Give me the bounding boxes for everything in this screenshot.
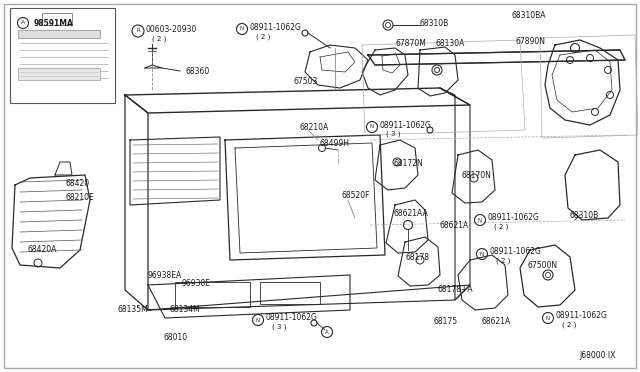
Text: 68172N: 68172N (393, 158, 423, 167)
Text: 68178+A: 68178+A (438, 285, 474, 295)
Bar (260, 282, 320, 304)
Text: N: N (370, 125, 374, 129)
Bar (10, 8, 115, 103)
Text: N: N (478, 218, 482, 222)
Text: N: N (256, 317, 260, 323)
Text: N: N (546, 315, 550, 321)
Text: 08911-1062G: 08911-1062G (380, 121, 432, 129)
Text: 67503: 67503 (294, 77, 318, 87)
Text: 68210E: 68210E (65, 192, 93, 202)
Text: 96938EA: 96938EA (147, 270, 181, 279)
Text: 68499H: 68499H (320, 138, 350, 148)
Text: 68360: 68360 (185, 67, 209, 76)
Text: 68310B: 68310B (569, 211, 598, 219)
Text: ( 2 ): ( 2 ) (152, 36, 166, 42)
Text: ( 3 ): ( 3 ) (272, 324, 287, 330)
Text: 68130A: 68130A (436, 39, 465, 48)
Text: 08911-1062G: 08911-1062G (266, 314, 318, 323)
Bar (42, 13, 72, 25)
Text: 68420: 68420 (65, 179, 89, 187)
Text: 67890N: 67890N (515, 38, 545, 46)
Bar (18, 30, 100, 38)
Text: 68134M: 68134M (170, 305, 201, 314)
Text: 68175: 68175 (434, 317, 458, 326)
Text: 68420A: 68420A (28, 244, 58, 253)
Text: ( 2 ): ( 2 ) (496, 258, 510, 264)
Bar (175, 282, 250, 307)
Text: ( 2 ): ( 2 ) (256, 34, 270, 40)
Text: N: N (240, 26, 244, 32)
Text: 68210A: 68210A (300, 124, 329, 132)
Text: 68621A: 68621A (439, 221, 468, 231)
Text: ( 3 ): ( 3 ) (386, 131, 401, 137)
Text: 68170N: 68170N (462, 170, 492, 180)
Text: J68000 IX: J68000 IX (579, 350, 616, 359)
Text: 96938E: 96938E (182, 279, 211, 289)
Text: 68310BA: 68310BA (512, 12, 547, 20)
Text: A: A (325, 330, 329, 334)
Text: ( 2 ): ( 2 ) (562, 322, 577, 328)
Text: 68178: 68178 (406, 253, 430, 263)
Text: 68621AA: 68621AA (394, 208, 429, 218)
Text: 08911-1062G: 08911-1062G (250, 22, 302, 32)
Text: N: N (480, 251, 484, 257)
Text: 67500N: 67500N (527, 262, 557, 270)
Text: R: R (136, 29, 140, 33)
Text: 67870M: 67870M (396, 39, 427, 48)
Text: 98591MA: 98591MA (34, 19, 74, 28)
Text: 68135M: 68135M (117, 305, 148, 314)
Text: ( 2 ): ( 2 ) (494, 224, 508, 230)
Text: 00603-20930: 00603-20930 (146, 25, 197, 33)
Text: 08911-1062G: 08911-1062G (490, 247, 542, 257)
Bar (18, 68, 100, 80)
Text: 08911-1062G: 08911-1062G (488, 214, 540, 222)
Text: 08911-1062G: 08911-1062G (556, 311, 608, 321)
Text: 68310B: 68310B (420, 19, 449, 28)
Text: A: A (21, 20, 25, 26)
Text: 68520F: 68520F (342, 192, 371, 201)
Text: 68010: 68010 (164, 334, 188, 343)
Text: 68621A: 68621A (482, 317, 511, 327)
